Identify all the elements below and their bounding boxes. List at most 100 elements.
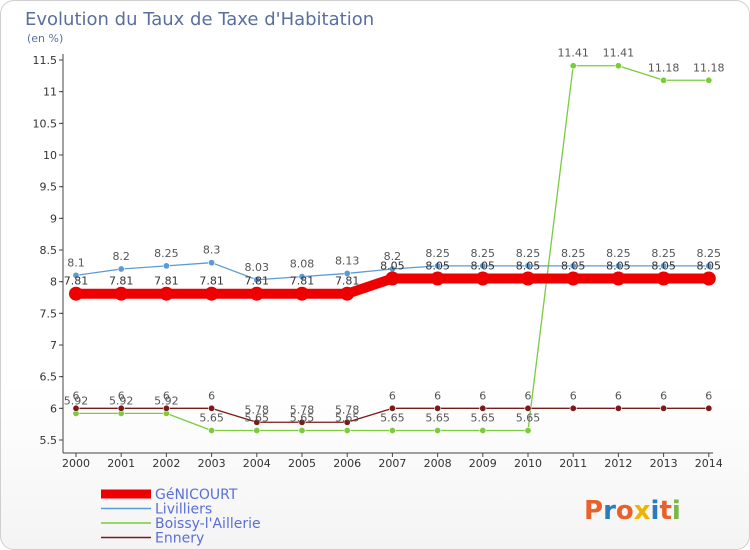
data-point	[208, 259, 216, 267]
x-tick-label: 2000	[62, 457, 90, 470]
data-label: 8.25	[606, 247, 631, 260]
data-label: 8.05	[471, 260, 496, 273]
legend: GéNICOURTLivilliersBoissy-l'AillerieEnne…	[101, 487, 261, 547]
data-label: 8.1	[67, 256, 85, 269]
data-label: 6	[660, 389, 667, 402]
data-point	[611, 271, 626, 286]
x-tick-label: 2008	[424, 457, 452, 470]
y-tick-label: 6	[50, 402, 57, 415]
y-tick-label: 7.5	[40, 307, 58, 320]
data-label: 8.05	[697, 260, 722, 273]
data-point	[521, 271, 535, 286]
data-point	[343, 269, 351, 277]
data-label: 8.05	[606, 260, 631, 273]
data-label: 5.92	[154, 394, 179, 407]
data-label: 5.65	[335, 412, 360, 425]
y-tick-label: 10	[43, 149, 57, 162]
data-label: 5.78	[290, 403, 315, 416]
data-label: 6	[479, 389, 486, 402]
x-tick-label: 2005	[288, 457, 316, 470]
x-tick-label: 2010	[514, 457, 542, 470]
data-point	[159, 286, 174, 301]
y-tick-label: 6.5	[40, 371, 58, 384]
y-tick-label: 9.5	[40, 181, 58, 194]
series-layer	[69, 62, 716, 435]
data-point	[479, 262, 487, 270]
data-point	[204, 286, 219, 301]
data-label: 7.81	[335, 275, 360, 288]
chart-title: Evolution du Taux de Taxe d'Habitation	[25, 9, 374, 30]
data-point	[660, 404, 668, 412]
data-label: 6	[73, 389, 80, 402]
data-label: 8.13	[335, 254, 360, 267]
legend-label-2: Boissy-l'Aillerie	[155, 516, 261, 532]
y-tick-label: 7	[50, 339, 57, 352]
data-label: 6	[525, 389, 532, 402]
data-label: 5.65	[199, 412, 224, 425]
y-tick-label: 10.5	[33, 117, 58, 130]
x-tick-label: 2003	[198, 457, 226, 470]
data-label: 8.25	[651, 247, 676, 260]
data-labels: 5.92 5.92 5.92 5.65 5.65 5.65 5.65 5.65 5.65 5.65…	[64, 47, 725, 425]
x-tick-label: 2002	[152, 457, 180, 470]
data-point	[298, 427, 306, 435]
data-point	[705, 262, 713, 270]
data-label: 6	[705, 389, 712, 402]
data-label: 7.81	[199, 275, 224, 288]
y-tick-label: 8.5	[40, 244, 58, 257]
y-tick-label: 8	[50, 276, 57, 289]
data-label: 6	[570, 389, 577, 402]
data-label: 8.05	[380, 260, 405, 273]
data-point	[566, 271, 581, 286]
data-point	[701, 271, 716, 286]
data-point	[660, 262, 668, 270]
data-point	[660, 76, 668, 84]
y-tick-label: 11.5	[33, 54, 58, 67]
data-label: 6	[615, 389, 622, 402]
data-point	[340, 286, 355, 301]
data-label: 8.25	[471, 247, 496, 260]
data-point	[72, 271, 80, 279]
legend-label-3: Ennery	[155, 531, 204, 547]
data-label: 7.81	[109, 275, 134, 288]
x-tick-label: 2007	[378, 457, 406, 470]
data-label: 5.92	[64, 394, 89, 407]
data-label: 7.81	[64, 275, 89, 288]
data-label: 5.92	[109, 394, 134, 407]
data-label: 5.65	[245, 412, 270, 425]
y-tick-label: 5.5	[40, 434, 58, 447]
data-point	[614, 262, 622, 270]
data-point	[72, 404, 80, 412]
data-label: 6	[163, 389, 170, 402]
data-point	[208, 427, 216, 435]
data-label: 11.18	[648, 61, 680, 74]
data-point	[253, 418, 261, 426]
data-label: 6	[208, 389, 215, 402]
data-point	[434, 262, 442, 270]
data-point	[434, 427, 442, 435]
data-label: 8.05	[516, 260, 541, 273]
x-tick-label: 2013	[650, 457, 678, 470]
data-point	[117, 404, 125, 412]
x-tick-label: 2012	[604, 457, 632, 470]
x-tick-label: 2014	[695, 457, 723, 470]
data-point	[69, 286, 83, 301]
data-label: 8.2	[384, 250, 402, 263]
data-point	[249, 286, 264, 301]
data-point	[298, 418, 306, 426]
data-point	[614, 62, 622, 70]
x-tick-label: 2006	[333, 457, 361, 470]
x-tick-label: 2009	[469, 457, 497, 470]
x-tick-label: 2011	[559, 457, 587, 470]
data-point	[705, 76, 713, 84]
data-label: 6	[389, 389, 396, 402]
data-label: 6	[434, 389, 441, 402]
data-point	[524, 262, 532, 270]
data-point	[479, 404, 487, 412]
data-point	[388, 427, 396, 435]
data-point	[524, 427, 532, 435]
data-label: 5.78	[335, 403, 360, 416]
data-label: 7.81	[290, 275, 315, 288]
